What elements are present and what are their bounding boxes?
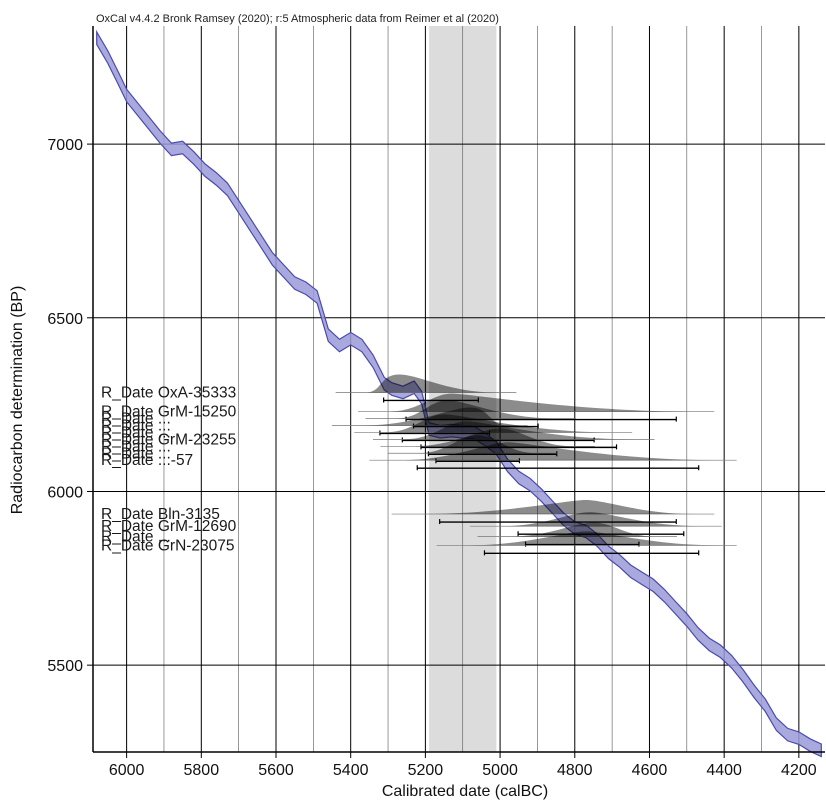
date-label: R_Date Bln-3135 <box>101 506 220 523</box>
date-label: R_Date OxA-35333 <box>101 384 236 401</box>
x-tick-label: 5600 <box>258 762 294 779</box>
date-label: R_Date ... <box>101 411 171 428</box>
x-tick-label: 4400 <box>706 762 742 779</box>
calibration-curve <box>96 29 822 758</box>
x-tick-label: 5000 <box>482 762 518 779</box>
y-axis-label: Radiocarbon determination (BP) <box>9 286 26 515</box>
x-axis-label: Calibrated date (calBC) <box>382 783 548 800</box>
date-density <box>388 393 695 412</box>
x-tick-label: 5200 <box>408 762 444 779</box>
date-label: R_Date ... <box>101 424 171 441</box>
date-density <box>384 414 613 433</box>
x-tick-label: 5800 <box>184 762 220 779</box>
x-tick-label: 4600 <box>632 762 668 779</box>
date-label: R_Date ... <box>101 445 171 462</box>
y-tick-label: 6000 <box>47 484 83 501</box>
date-density <box>361 407 508 426</box>
date-label: R_Date ...-57 <box>101 452 193 469</box>
date-label: R_Date GrN-23075 <box>101 537 235 554</box>
x-tick-label: 6000 <box>109 762 145 779</box>
date-density <box>395 400 557 419</box>
date-density <box>507 522 657 537</box>
date-label: R_Date ... <box>101 529 171 546</box>
date-density <box>417 435 538 454</box>
date-density <box>421 500 695 515</box>
date-label: R_Date GrM-23255 <box>101 431 236 448</box>
y-tick-label: 6500 <box>47 311 83 328</box>
chart-header-text: OxCal v4.4.2 Bronk Ramsey (2020); r:5 At… <box>96 13 499 25</box>
date-label: R_Date GrM-12690 <box>101 518 237 535</box>
date-density <box>402 421 635 440</box>
y-tick-label: 7000 <box>47 137 83 154</box>
date-density <box>466 531 717 546</box>
date-density <box>500 512 702 527</box>
date-density <box>410 428 575 447</box>
date-density <box>365 374 497 393</box>
date-label: R_Date GrM-15250 <box>101 404 237 421</box>
x-tick-label: 4800 <box>557 762 593 779</box>
date-label: R_Date ... <box>101 438 171 455</box>
date-density <box>399 442 717 461</box>
x-tick-label: 4200 <box>781 762 817 779</box>
x-tick-label: 5400 <box>333 762 369 779</box>
date-label: R_Date ... <box>101 417 171 434</box>
y-tick-label: 5500 <box>47 658 83 675</box>
